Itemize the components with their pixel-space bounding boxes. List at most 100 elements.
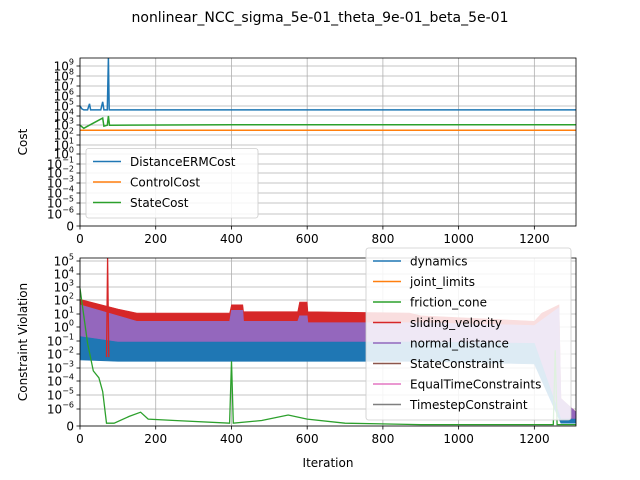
legend-label-TimestepConstraint: TimestepConstraint <box>409 398 528 412</box>
y-tick-label: 10−2 <box>47 165 74 181</box>
cost-y-label: Cost <box>16 128 30 155</box>
y-tick-exponent: −4 <box>62 373 74 382</box>
y-tick-label: 104 <box>54 266 74 282</box>
constraint-y-label: Constraint Violation <box>16 283 30 401</box>
y-tick-label: 105 <box>54 98 74 114</box>
y-tick-base: 10 <box>47 375 62 389</box>
y-tick-base: 10 <box>54 139 69 153</box>
y-tick-label: 10−1 <box>47 156 74 172</box>
y-tick-base: 10 <box>54 80 69 94</box>
legend-frame <box>365 247 572 421</box>
y-tick-exponent: 9 <box>69 58 74 67</box>
y-tick-label: 10−4 <box>47 373 74 389</box>
y-tick-base: 10 <box>54 110 69 124</box>
y-tick-base: 10 <box>54 129 69 143</box>
y-tick-label: 0 <box>66 220 74 234</box>
y-tick-base: 10 <box>54 281 69 295</box>
legend-label-StateCost: StateCost <box>130 196 189 210</box>
y-tick-base: 10 <box>54 294 69 308</box>
y-tick-exponent: 1 <box>69 306 74 315</box>
legend-label-ControlCost: ControlCost <box>130 176 200 190</box>
x-tick-label: 0 <box>76 432 84 446</box>
x-tick-label: 400 <box>220 432 243 446</box>
cost-legend: DistanceERMCost ControlCost StateCost <box>85 148 259 219</box>
y-tick-label: 10−4 <box>47 185 74 201</box>
constraint-legend: dynamics joint_limits friction_conesliding… <box>365 247 572 421</box>
y-tick-base: 10 <box>47 348 62 362</box>
y-tick-exponent: 6 <box>69 88 74 97</box>
y-tick-label: 10−6 <box>47 401 74 417</box>
y-tick-label: 101 <box>54 137 74 153</box>
y-tick-label: 101 <box>54 306 74 322</box>
constraint-y-ticks: 010−610−510−410−310−210−1100101102103104… <box>47 253 80 434</box>
y-tick-exponent: −1 <box>62 156 74 165</box>
y-tick-exponent: 3 <box>69 117 74 126</box>
series-line-sliding_velocity <box>105 258 110 358</box>
y-tick-exponent: 5 <box>69 98 74 107</box>
y-tick-base: 10 <box>54 255 69 269</box>
y-tick-label: 10−6 <box>47 206 74 222</box>
series-line-StateCost <box>80 115 576 130</box>
y-tick-exponent: 5 <box>69 253 74 262</box>
x-tick-label: 600 <box>296 432 319 446</box>
y-tick-label: 109 <box>54 58 74 74</box>
cost-y-ticks: 010−610−510−410−310−210−1100101102103104… <box>47 58 80 234</box>
y-tick-exponent: −1 <box>62 333 74 342</box>
y-tick-base: 10 <box>54 60 69 74</box>
y-tick-label: 105 <box>54 253 74 269</box>
y-tick-exponent: 2 <box>69 292 74 301</box>
y-tick-label: 10−5 <box>47 195 74 211</box>
constraint-axes: 0 200 400 600 800 1000 1200 010−610−510−410−31… <box>16 247 577 470</box>
y-tick-base: 10 <box>54 90 69 104</box>
series-line-friction_cone <box>80 288 576 426</box>
y-tick-exponent: 1 <box>69 137 74 146</box>
y-tick-base: 10 <box>47 167 62 181</box>
x-tick-label: 400 <box>220 232 243 246</box>
y-tick-exponent: −3 <box>62 360 74 369</box>
y-tick-label: 108 <box>54 68 74 84</box>
y-tick-base: 10 <box>54 100 69 114</box>
legend-label-sliding_velocity: sliding_velocity <box>410 316 502 330</box>
y-tick-exponent: −6 <box>62 206 74 215</box>
y-tick-base: 10 <box>47 197 62 211</box>
y-tick-base: 10 <box>47 389 62 403</box>
constraint-x-ticks: 0 200 400 600 800 1000 1200 <box>76 426 550 446</box>
y-tick-label: 10−5 <box>47 387 74 403</box>
x-tick-label: 1000 <box>443 432 474 446</box>
y-tick-exponent: −5 <box>62 195 74 204</box>
y-tick-label: 10−3 <box>47 360 74 376</box>
y-tick-base: 10 <box>47 158 62 172</box>
y-tick-label: 10−1 <box>47 333 74 349</box>
y-tick-label: 102 <box>54 292 74 308</box>
legend-label-EqualTimeConstraints: EqualTimeConstraints <box>410 378 541 392</box>
y-tick-exponent: 4 <box>69 266 74 275</box>
y-tick-exponent: 4 <box>69 108 74 117</box>
legend-label-normal_distance: normal_distance <box>410 337 509 351</box>
y-tick-label: 10−3 <box>47 175 74 191</box>
x-tick-label: 1000 <box>443 232 474 246</box>
x-tick-label: 800 <box>371 232 394 246</box>
legend-label-friction_cone: friction_cone <box>410 296 487 310</box>
cost-axes: 0 200 400 600 800 1000 1200 010−610−510−410−31… <box>16 58 577 246</box>
y-tick-base: 10 <box>47 335 62 349</box>
y-tick-base: 10 <box>47 362 62 376</box>
y-tick-exponent: −4 <box>62 185 74 194</box>
y-tick-exponent: 3 <box>69 279 74 288</box>
y-tick-label: 100 <box>54 146 74 162</box>
legend-label-joint_limits: joint_limits <box>409 275 475 289</box>
x-tick-label: 1200 <box>519 432 550 446</box>
y-tick-base: 10 <box>47 208 62 222</box>
y-tick-label: 106 <box>54 88 74 104</box>
figure-title: nonlinear_NCC_sigma_5e-01_theta_9e-01_be… <box>132 10 509 26</box>
y-tick-base: 10 <box>54 70 69 84</box>
y-tick-base: 10 <box>54 321 69 335</box>
cost-x-ticks: 0 200 400 600 800 1000 1200 <box>76 226 550 246</box>
y-tick-label: 107 <box>54 78 74 94</box>
y-tick-label: 103 <box>54 279 74 295</box>
x-tick-label: 0 <box>76 232 84 246</box>
y-tick-exponent: −2 <box>62 165 74 174</box>
y-tick-base: 10 <box>47 403 62 417</box>
series-group <box>80 58 576 132</box>
y-tick-exponent: 0 <box>69 319 74 328</box>
